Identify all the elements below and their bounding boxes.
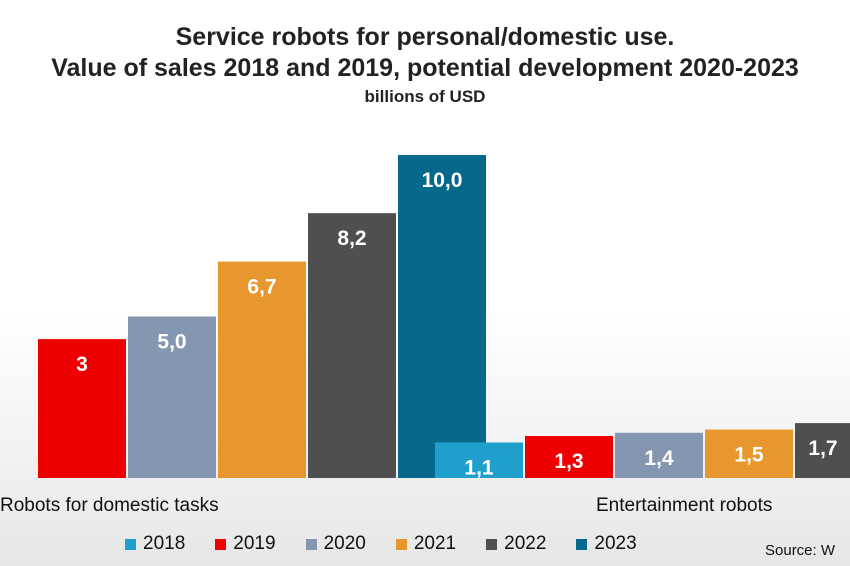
- bar-label-2023-cat0: 10,0: [422, 169, 463, 192]
- legend-item-2021: 2021: [395, 533, 457, 555]
- legend-label-2020: 2020: [323, 533, 366, 554]
- legend-item-2018: 2018: [125, 533, 185, 555]
- bar-label-2021-cat1: 1,5: [734, 444, 764, 467]
- legend-swatch-2018: [125, 538, 136, 550]
- legend-swatch-2022: [486, 538, 498, 550]
- bar-2020-cat1: [615, 432, 703, 478]
- bar-2021-cat1: [705, 429, 793, 478]
- bar-label-2019-cat0: 3: [76, 353, 88, 376]
- legend-swatch-2023: [576, 538, 588, 550]
- bar-2019-cat0: [38, 339, 126, 478]
- title-line-2: Value of sales 2018 and 2019, potential …: [51, 54, 799, 82]
- legend-label-2022: 2022: [504, 533, 547, 554]
- bar-2023-cat0: [398, 155, 486, 478]
- legend-swatch-2020: [305, 538, 317, 550]
- legend-swatch-2019: [215, 538, 227, 550]
- bar-label-2019-cat1: 1,3: [554, 450, 583, 473]
- bar-2020-cat0: [128, 316, 216, 478]
- legend-label-2023: 2023: [594, 533, 637, 554]
- bar-2021-cat0: [218, 261, 306, 478]
- category-label-entertainment: Entertainment robots: [596, 495, 773, 516]
- bar-2018-cat1: [435, 442, 523, 478]
- legend-item-2022: 2022: [486, 533, 546, 555]
- legend-item-2019: 2019: [215, 533, 276, 555]
- legend-label-2021: 2021: [413, 533, 457, 554]
- bar-2022-cat0: [308, 213, 396, 478]
- legend-label-2018: 2018: [143, 533, 186, 554]
- bar-label-2022-cat0: 8,2: [337, 227, 366, 250]
- source-note: Source: W: [765, 542, 836, 559]
- bar-label-2020-cat1: 1,4: [644, 447, 674, 470]
- bar-2019-cat1: [525, 436, 613, 478]
- legend: 2018 2019 2020 2021 2022 2023: [125, 533, 637, 555]
- chart-title: Service robots for personal/domestic use…: [0, 22, 850, 108]
- legend-item-2020: 2020: [305, 533, 366, 555]
- legend-label-2019: 2019: [233, 533, 276, 554]
- bar-label-2021-cat0: 6,7: [247, 276, 276, 299]
- bar-label-2022-cat1: 1,7: [808, 437, 837, 460]
- bar-2022-cat1: [795, 423, 850, 478]
- legend-item-2023: 2023: [576, 533, 637, 555]
- legend-swatch-2021: [395, 538, 407, 550]
- bar-label-2020-cat0: 5,0: [157, 331, 186, 354]
- title-unit: billions of USD: [364, 87, 486, 106]
- bar-label-2018-cat1: 1,1: [464, 456, 494, 479]
- category-label-domestic: Robots for domestic tasks: [0, 495, 219, 516]
- title-line-1: Service robots for personal/domestic use…: [175, 23, 675, 51]
